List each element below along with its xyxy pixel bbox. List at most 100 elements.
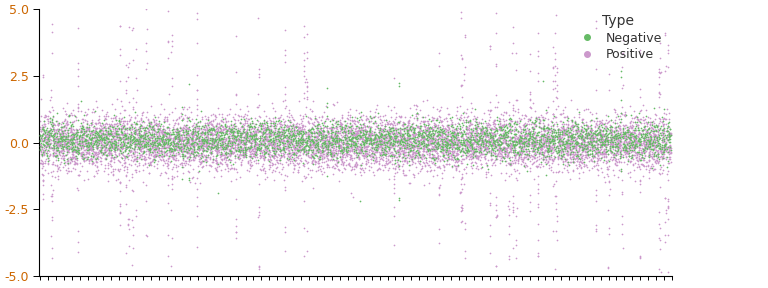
Point — [482, 139, 495, 144]
Point — [637, 162, 649, 167]
Point — [76, 156, 88, 161]
Point — [194, 142, 207, 146]
Point — [287, 137, 300, 142]
Point — [455, 83, 468, 87]
Point — [253, 128, 265, 133]
Point — [648, 125, 660, 130]
Point — [655, 165, 667, 170]
Point — [260, 144, 272, 149]
Point — [119, 125, 131, 130]
Point — [298, 23, 310, 28]
Point — [536, 140, 548, 145]
Point — [357, 130, 369, 134]
Point — [92, 114, 104, 119]
Point — [339, 132, 351, 137]
Point — [164, 147, 177, 151]
Point — [376, 157, 389, 161]
Point — [425, 152, 438, 156]
Point — [436, 140, 449, 145]
Point — [154, 127, 167, 132]
Point — [43, 134, 55, 139]
Point — [531, 146, 544, 151]
Point — [387, 131, 399, 136]
Point — [323, 142, 336, 147]
Point — [145, 120, 157, 124]
Point — [111, 129, 124, 133]
Point — [51, 133, 63, 138]
Point — [543, 165, 555, 170]
Point — [298, 226, 310, 230]
Point — [630, 151, 642, 155]
Point — [204, 126, 216, 131]
Point — [284, 140, 296, 145]
Point — [486, 133, 498, 137]
Point — [96, 138, 108, 143]
Point — [55, 133, 67, 137]
Point — [500, 117, 512, 122]
Point — [105, 131, 118, 136]
Point — [178, 123, 190, 127]
Point — [105, 131, 118, 135]
Point — [533, 140, 545, 145]
Point — [442, 132, 454, 137]
Point — [319, 147, 332, 151]
Point — [602, 33, 614, 37]
Point — [523, 130, 535, 134]
Point — [37, 164, 49, 168]
Point — [298, 150, 310, 154]
Point — [474, 126, 486, 131]
Point — [617, 153, 629, 157]
Point — [406, 154, 418, 159]
Point — [591, 152, 603, 156]
Point — [149, 143, 161, 147]
Point — [409, 138, 422, 143]
Point — [538, 134, 551, 139]
Point — [58, 124, 70, 128]
Point — [543, 149, 555, 154]
Point — [484, 139, 496, 144]
Point — [225, 145, 237, 150]
Point — [443, 151, 455, 156]
Point — [113, 147, 125, 151]
Point — [647, 129, 659, 133]
Point — [401, 125, 413, 129]
Point — [238, 154, 250, 158]
Point — [662, 199, 674, 204]
Point — [465, 145, 478, 149]
Point — [219, 139, 231, 143]
Point — [588, 118, 601, 123]
Point — [151, 161, 163, 166]
Point — [219, 155, 231, 160]
Point — [404, 153, 416, 157]
Point — [633, 129, 645, 134]
Point — [473, 136, 485, 141]
Point — [245, 115, 257, 120]
Point — [71, 136, 84, 141]
Point — [283, 141, 295, 146]
Point — [649, 134, 661, 138]
Point — [41, 142, 53, 147]
Point — [445, 147, 458, 151]
Point — [170, 132, 182, 136]
Point — [610, 152, 622, 157]
Point — [447, 144, 459, 149]
Point — [197, 141, 210, 145]
Point — [415, 128, 427, 133]
Point — [545, 128, 557, 132]
Point — [127, 188, 139, 193]
Point — [68, 158, 81, 163]
Point — [237, 128, 249, 132]
Point — [129, 142, 141, 146]
Point — [532, 54, 545, 58]
Point — [527, 135, 539, 139]
Point — [557, 126, 569, 131]
Point — [346, 147, 358, 151]
Point — [323, 145, 335, 149]
Point — [290, 136, 302, 140]
Point — [215, 152, 227, 156]
Point — [562, 134, 574, 139]
Point — [584, 131, 597, 135]
Point — [604, 130, 617, 134]
Point — [335, 143, 347, 148]
Point — [568, 149, 581, 154]
